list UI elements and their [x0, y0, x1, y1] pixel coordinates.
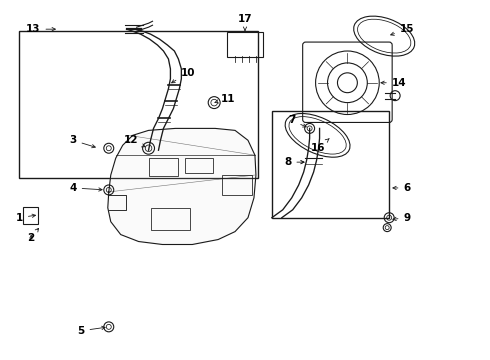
Text: 15: 15	[391, 24, 415, 35]
Bar	[148, 158, 178, 176]
Polygon shape	[108, 129, 256, 244]
Text: 13: 13	[26, 24, 55, 34]
Text: 12: 12	[123, 135, 145, 147]
Text: 6: 6	[393, 183, 411, 193]
Text: 10: 10	[172, 68, 196, 83]
Text: 7: 7	[288, 116, 306, 127]
Text: 17: 17	[238, 14, 252, 30]
Bar	[19, 31, 258, 178]
Text: 8: 8	[284, 157, 304, 167]
Text: 16: 16	[310, 139, 329, 153]
Bar	[272, 111, 389, 218]
Text: 11: 11	[215, 94, 235, 104]
Bar	[185, 158, 213, 173]
Text: 4: 4	[69, 183, 102, 193]
Text: 14: 14	[381, 78, 406, 88]
Bar	[150, 208, 190, 230]
Text: 9: 9	[393, 213, 411, 223]
Text: 5: 5	[77, 326, 105, 336]
Text: 2: 2	[27, 228, 39, 243]
Text: 3: 3	[70, 135, 95, 148]
Text: 1: 1	[16, 213, 35, 223]
Bar	[222, 175, 252, 195]
